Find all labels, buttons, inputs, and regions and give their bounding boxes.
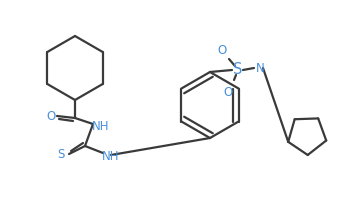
Text: S: S bbox=[57, 147, 65, 161]
Text: NH: NH bbox=[102, 149, 120, 163]
Text: NH: NH bbox=[92, 120, 110, 132]
Text: O: O bbox=[224, 85, 233, 99]
Text: S: S bbox=[233, 62, 243, 78]
Text: N: N bbox=[256, 62, 264, 74]
Text: O: O bbox=[46, 109, 56, 122]
Text: O: O bbox=[218, 43, 227, 56]
